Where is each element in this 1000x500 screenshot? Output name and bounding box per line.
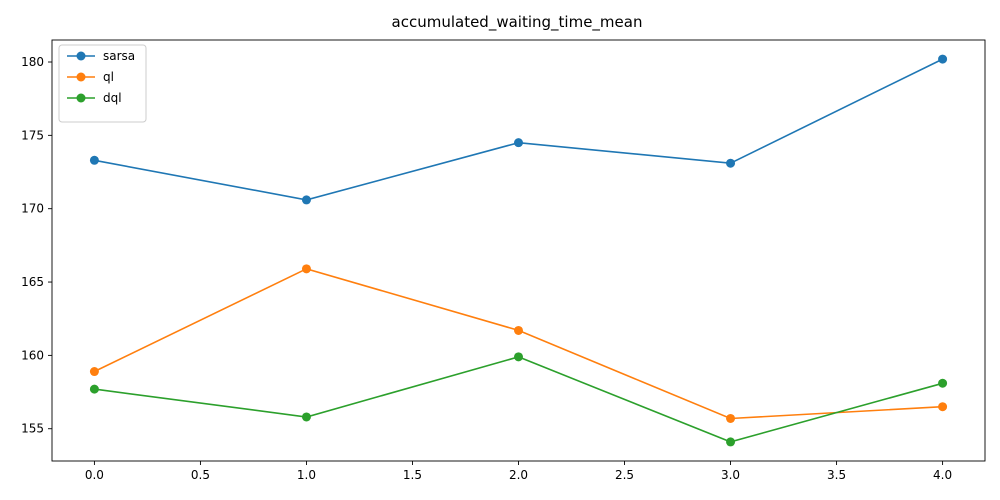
y-tick-label: 180	[21, 55, 44, 69]
data-point-sarsa-2	[514, 138, 523, 148]
y-tick-label: 160	[21, 348, 44, 362]
plot-area	[89, 54, 948, 447]
series-line-ql	[94, 267, 943, 420]
x-tick-label: 1.0	[297, 468, 316, 482]
legend: sarsa ql dql	[58, 44, 147, 123]
chart-title: accumulated_waiting_time_mean	[392, 13, 643, 32]
data-point-ql-4	[938, 402, 948, 412]
y-tick-label: 170	[21, 202, 44, 216]
data-point-dql-2	[514, 352, 523, 362]
data-point-ql-3	[726, 413, 736, 423]
data-point-dql-1	[301, 412, 311, 422]
x-tick-label: 1.5	[403, 468, 422, 482]
series-line-sarsa	[94, 58, 943, 201]
y-tick-label: 155	[21, 422, 44, 436]
axes-frame	[51, 39, 986, 462]
data-point-dql-4	[938, 378, 948, 388]
legend-marker-dql	[76, 93, 86, 103]
legend-label-ql: ql	[103, 70, 114, 84]
data-point-dql-3	[726, 437, 736, 447]
legend-label-dql: dql	[103, 91, 122, 105]
data-point-sarsa-0	[89, 155, 99, 165]
data-point-sarsa-4	[938, 54, 948, 64]
x-tick-label: 2.0	[509, 468, 528, 482]
legend-label-sarsa: sarsa	[103, 49, 135, 63]
data-point-ql-2	[514, 325, 523, 335]
x-tick-label: 2.5	[615, 468, 634, 482]
data-point-ql-1	[301, 264, 311, 274]
x-tick-label: 3.0	[721, 468, 740, 482]
series-line-dql	[94, 356, 943, 443]
y-tick-label: 175	[21, 128, 44, 142]
x-tick-label: 4.0	[933, 468, 952, 482]
data-point-dql-0	[89, 384, 99, 394]
x-tick-label: 3.5	[827, 468, 846, 482]
y-tick-label: 165	[21, 275, 44, 289]
legend-marker-sarsa	[76, 51, 86, 61]
legend-marker-ql	[76, 72, 86, 82]
x-tick-label: 0.5	[191, 468, 210, 482]
data-point-ql-0	[89, 367, 99, 377]
legend-box	[58, 44, 147, 123]
data-point-sarsa-3	[726, 158, 736, 168]
axes: 0.0 0.5 1.0 1.5 2.0 2.5 3.0 3.5 4.0 155 160 165 170 1…	[21, 39, 986, 482]
data-point-sarsa-1	[301, 195, 311, 205]
x-tick-label: 0.0	[85, 468, 104, 482]
